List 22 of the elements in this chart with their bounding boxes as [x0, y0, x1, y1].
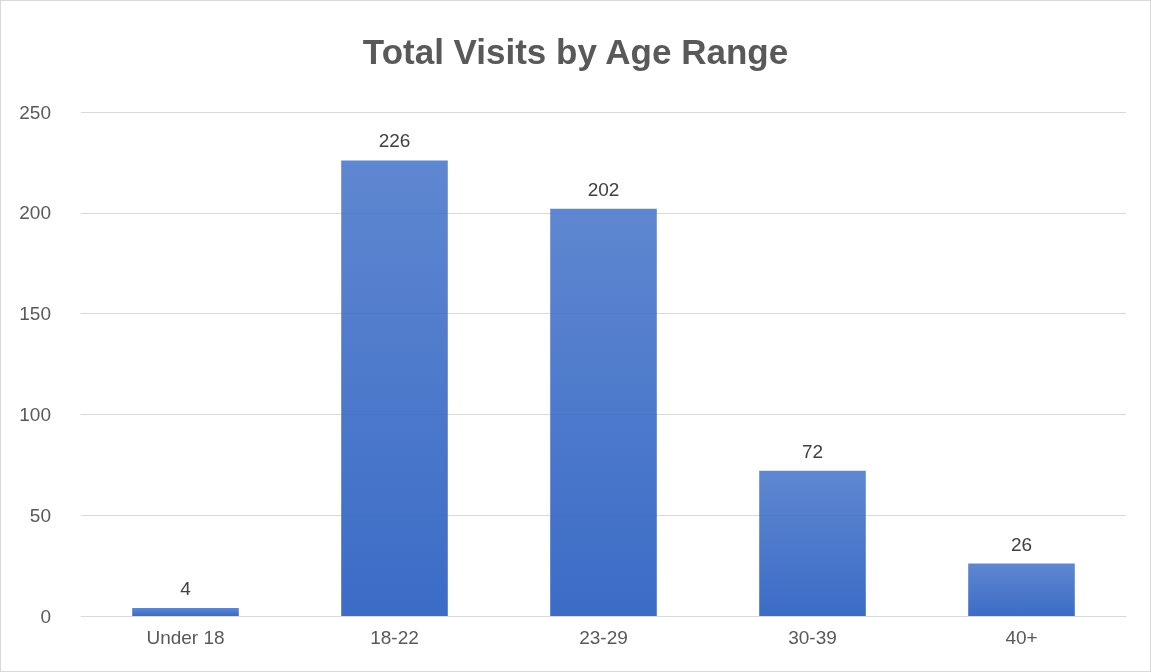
y-tick-label: 0 — [40, 605, 51, 627]
y-tick-label: 250 — [19, 101, 51, 123]
x-tick-label: 30-39 — [788, 627, 837, 648]
y-tick-label: 150 — [19, 303, 51, 325]
data-label: 4 — [180, 577, 192, 599]
x-tick-label: 18-22 — [370, 627, 419, 648]
chart-title: Total Visits by Age Range — [362, 32, 789, 71]
bar — [341, 160, 448, 616]
x-tick-label: 23-29 — [579, 627, 628, 648]
y-tick-label: 200 — [19, 202, 51, 224]
x-tick-label: Under 18 — [146, 627, 225, 648]
data-label: 72 — [801, 440, 824, 462]
data-label: 202 — [587, 178, 620, 200]
bar — [759, 470, 866, 616]
bar — [132, 607, 239, 616]
x-tick-label: 40+ — [1005, 627, 1038, 648]
bar — [968, 563, 1075, 616]
y-tick-label: 100 — [19, 403, 51, 425]
data-label: 226 — [378, 130, 411, 152]
data-label: 26 — [1010, 533, 1033, 555]
bar — [550, 208, 657, 616]
y-tick-label: 50 — [29, 504, 51, 526]
